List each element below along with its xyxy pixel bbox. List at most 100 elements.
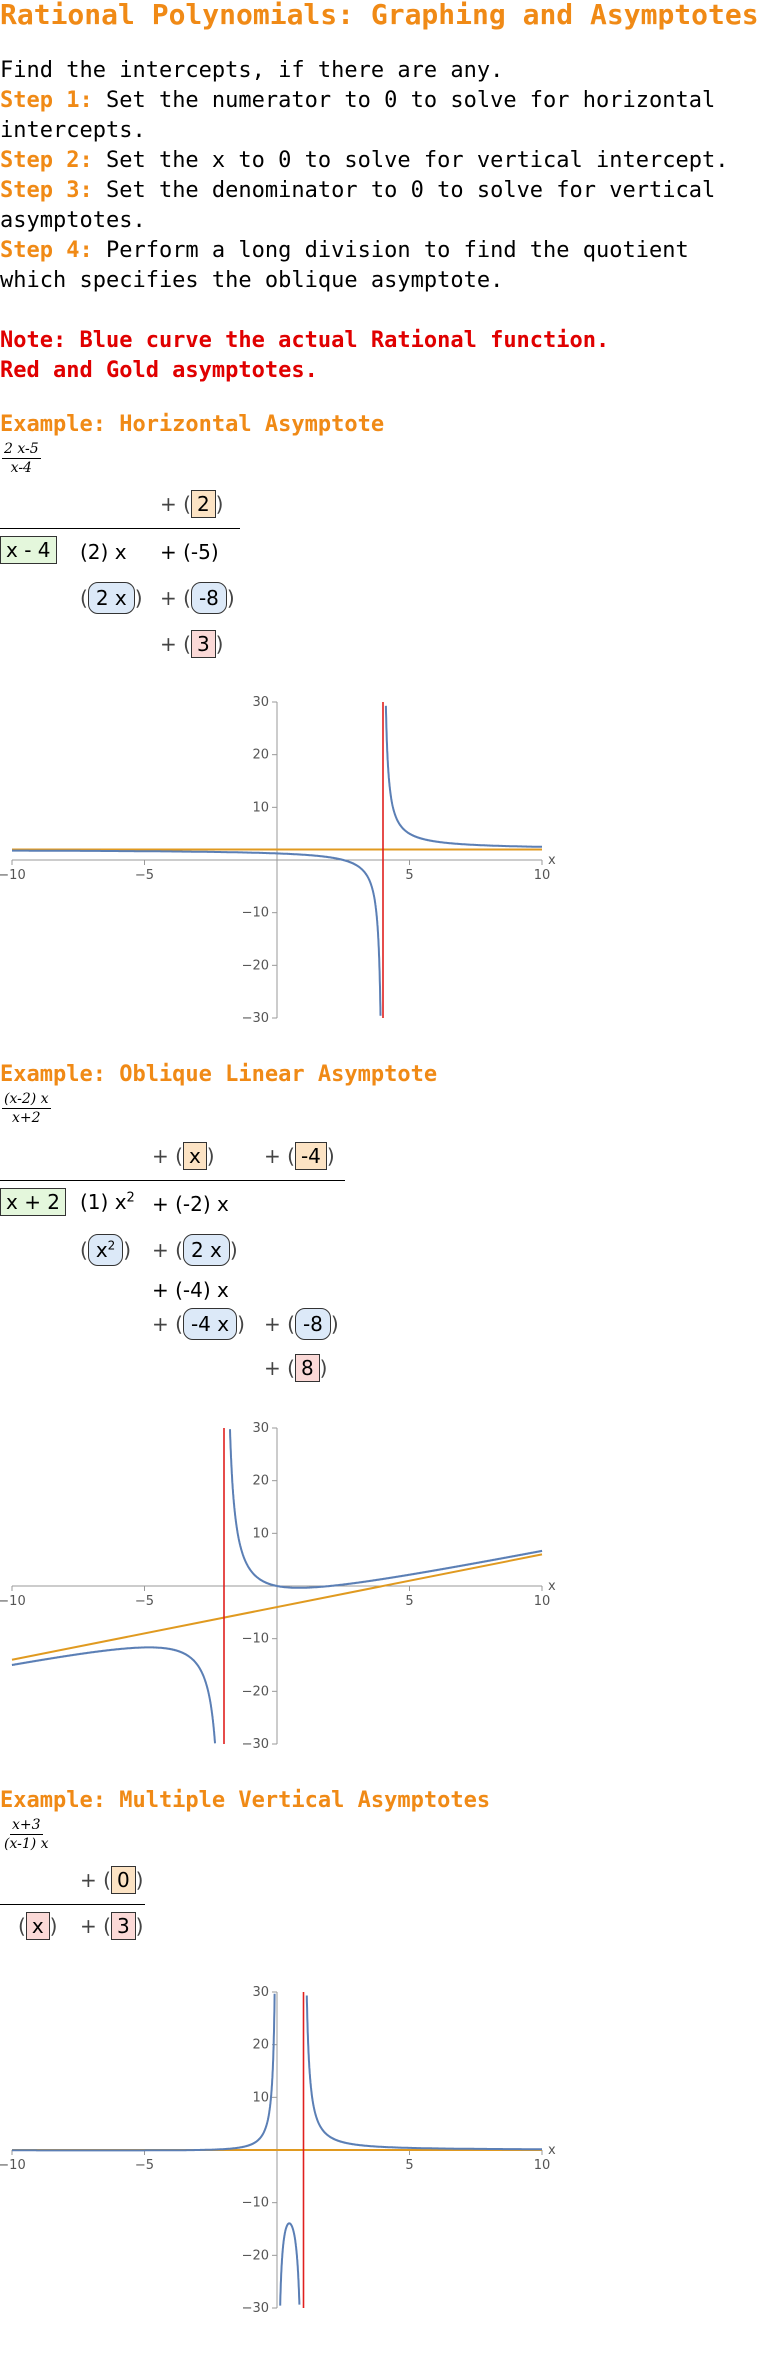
rational-function-chart-3: −10 −5 5 10 30 20 10 −10 −20 −30 x xyxy=(0,1985,556,2316)
x-tick-label: 10 xyxy=(534,868,551,883)
remainder-box: 3 xyxy=(190,630,216,658)
quotient-term: + (x) xyxy=(152,1142,215,1170)
y-tick-label: −20 xyxy=(242,1684,269,1699)
note-line-2: Red and Gold asymptotes. xyxy=(0,358,318,383)
subtract-box: 2 x xyxy=(182,1234,230,1266)
step-3: Step 3: Set the denominator to 0 to solv… xyxy=(0,176,765,236)
division-bar xyxy=(0,1180,345,1181)
rational-fraction: 2 x-5 x-4 xyxy=(2,440,41,477)
y-tick-label: 20 xyxy=(252,748,269,763)
y-tick-label: 10 xyxy=(252,1526,269,1541)
y-tick-label: 30 xyxy=(252,695,269,710)
denominator-factor: (x) xyxy=(18,1912,58,1940)
rational-function-curve xyxy=(12,1993,542,2306)
fraction-numerator: x+3 xyxy=(10,1817,43,1835)
y-tick-label: 10 xyxy=(252,2090,269,2105)
step-text: Set the x to 0 to solve for vertical int… xyxy=(92,148,729,173)
step-text: Set the numerator to 0 to solve for hori… xyxy=(0,88,716,143)
fraction-denominator: x-4 xyxy=(10,460,32,476)
x-tick-label: −10 xyxy=(0,2158,26,2173)
rational-function-chart-1: −10 −5 5 10 30 20 10 −10 −20 −30 x xyxy=(0,695,556,1026)
dividend-term: (1) x2 xyxy=(80,1190,135,1214)
dividend-term: + (-2) x xyxy=(152,1192,229,1216)
subtract-box: -4 x xyxy=(182,1308,238,1340)
denominator-factor: + (3) xyxy=(80,1912,144,1940)
factor-box: x xyxy=(25,1912,50,1940)
step-1: Step 1: Set the numerator to 0 to solve … xyxy=(0,86,765,146)
intro-text: Find the intercepts, if there are any. xyxy=(0,58,504,83)
quotient-box: 2 xyxy=(190,490,216,518)
dividend-term: (2) x xyxy=(80,540,127,564)
subtract-box: x2 xyxy=(87,1234,124,1266)
subtract-term: + (2 x) xyxy=(152,1234,238,1266)
x-tick-label: 10 xyxy=(534,2158,551,2173)
fraction-denominator: (x-1) x xyxy=(4,1836,49,1852)
quotient-box: x xyxy=(182,1142,207,1170)
rational-fraction: x+3 (x-1) x xyxy=(2,1816,51,1853)
step-label: Step 4: xyxy=(0,238,93,263)
divisor-box: x + 2 xyxy=(0,1188,67,1216)
y-tick-label: −20 xyxy=(242,2248,269,2263)
y-tick-label: 30 xyxy=(252,1985,269,2000)
dividend-term: + (-5) xyxy=(160,540,219,564)
subtract-term: (2 x) xyxy=(80,582,143,614)
x-axis-label: x xyxy=(548,853,556,868)
subtract-box: -8 xyxy=(190,582,227,614)
step-label: Step 3: xyxy=(0,178,93,203)
step-text: Perform a long division to find the quot… xyxy=(0,238,689,293)
y-tick-label: −10 xyxy=(242,906,269,921)
example-heading: Example: Multiple Vertical Asymptotes xyxy=(0,1788,491,1813)
factor-box: 3 xyxy=(110,1912,136,1940)
x-tick-label: 10 xyxy=(534,1594,551,1609)
step-2: Step 2: Set the x to 0 to solve for vert… xyxy=(0,146,765,176)
remainder-term: + (8) xyxy=(264,1354,328,1382)
x-axis-label: x xyxy=(548,2143,556,2158)
quotient-term: + (2) xyxy=(160,490,224,518)
y-tick-label: 20 xyxy=(252,2038,269,2053)
rational-fraction: (x-2) x x+2 xyxy=(2,1090,51,1127)
division-bar xyxy=(0,528,240,529)
divisor-box: x - 4 xyxy=(0,536,57,564)
y-tick-label: 10 xyxy=(252,800,269,815)
quotient-term: + (-4) xyxy=(264,1142,335,1170)
step-4: Step 4: Perform a long division to find … xyxy=(0,236,765,296)
divisor: x - 4 xyxy=(0,536,57,564)
fraction-numerator: (x-2) x xyxy=(2,1091,51,1109)
rational-function-curve xyxy=(11,1429,543,1744)
quotient-box: 0 xyxy=(110,1866,136,1894)
rational-function-curve xyxy=(12,705,542,1016)
x-tick-label: −5 xyxy=(135,868,154,883)
rational-function-chart-2: −10 −5 5 10 30 20 10 −10 −20 −30 x xyxy=(0,1421,556,1752)
x-tick-label: −10 xyxy=(0,868,26,883)
quotient-box: -4 xyxy=(294,1142,327,1170)
fraction-numerator: 2 x-5 xyxy=(2,441,41,459)
example-heading: Example: Horizontal Asymptote xyxy=(0,412,385,437)
y-tick-label: −30 xyxy=(242,2301,269,2316)
y-tick-label: −20 xyxy=(242,958,269,973)
y-tick-label: −10 xyxy=(242,2196,269,2211)
division-bar xyxy=(0,1904,145,1905)
subtract-box: -8 xyxy=(294,1308,331,1340)
subtract-term: + (-4 x) xyxy=(152,1308,245,1340)
remainder-term: + (3) xyxy=(160,630,224,658)
x-axis-label: x xyxy=(548,1579,556,1594)
y-tick-label: −30 xyxy=(242,1011,269,1026)
subtract-term: + (-8) xyxy=(264,1308,339,1340)
x-tick-label: 5 xyxy=(405,868,413,883)
x-tick-label: −5 xyxy=(135,2158,154,2173)
x-tick-label: 5 xyxy=(405,2158,413,2173)
page-title: Rational Polynomials: Graphing and Asymp… xyxy=(0,0,759,31)
y-tick-label: −10 xyxy=(242,1632,269,1647)
note-line-1: Note: Blue curve the actual Rational fun… xyxy=(0,328,610,353)
subtract-box: 2 x xyxy=(87,582,135,614)
x-tick-label: 5 xyxy=(405,1594,413,1609)
difference-term: + (-4) x xyxy=(152,1278,229,1302)
remainder-box: 8 xyxy=(294,1354,320,1382)
quotient-term: + (0) xyxy=(80,1866,144,1894)
step-label: Step 1: xyxy=(0,88,93,113)
subtract-term: + (-8) xyxy=(160,582,235,614)
fraction-denominator: x+2 xyxy=(12,1110,41,1126)
example-heading: Example: Oblique Linear Asymptote xyxy=(0,1062,438,1087)
subtract-term: (x2) xyxy=(80,1234,131,1266)
y-tick-label: 30 xyxy=(252,1421,269,1436)
